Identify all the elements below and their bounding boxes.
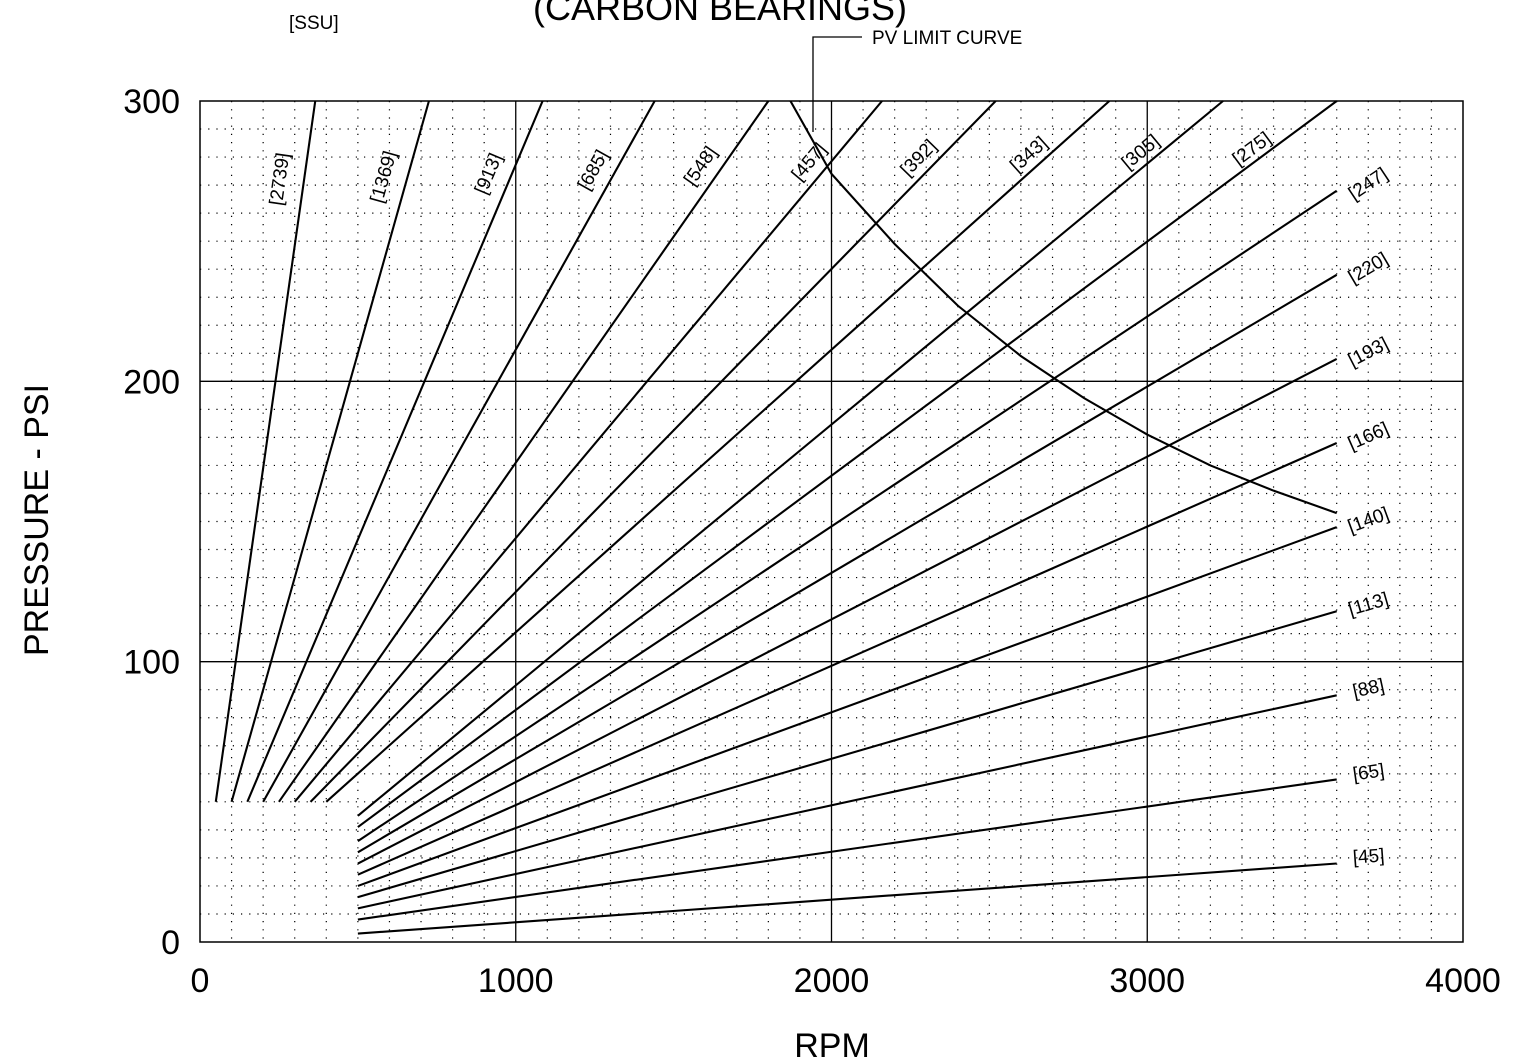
- viscosity-curve: [357, 862, 1337, 935]
- grid: [200, 101, 1463, 942]
- viscosity-curve: [357, 100, 1224, 817]
- viscosity-curve-label: [548]: [680, 143, 721, 190]
- viscosity-curve: [357, 526, 1338, 887]
- viscosity-curve-label: [65]: [1351, 760, 1385, 785]
- y-axis-title: PRESSURE - PSI: [18, 384, 56, 656]
- viscosity-curve-label: [140]: [1345, 504, 1392, 538]
- viscosity-curve: [357, 100, 1338, 828]
- viscosity-curve-label: [305]: [1118, 131, 1164, 174]
- x-tick-label: 0: [191, 962, 210, 1000]
- viscosity-curve: [262, 100, 656, 803]
- curve-labels: [2739] [1369] [913] [685] [548] [457] [392] [34…: [266, 128, 1392, 868]
- y-tick-label: 200: [123, 363, 180, 401]
- viscosity-curve: [214, 100, 317, 802]
- x-tick-label: 1000: [478, 962, 554, 1000]
- viscosity-curve: [357, 273, 1338, 854]
- viscosity-curve: [325, 100, 1111, 803]
- y-tick-label: 100: [123, 644, 180, 682]
- viscosity-curve-label: [166]: [1345, 418, 1392, 454]
- viscosity-curve-label: [343]: [1006, 133, 1051, 177]
- viscosity-curve: [293, 100, 883, 803]
- viscosity-curve: [230, 100, 430, 803]
- x-tick-label: 2000: [794, 962, 870, 1000]
- y-tick-label: 300: [123, 83, 180, 121]
- viscosity-curves: [214, 100, 1338, 935]
- viscosity-curve-label: [247]: [1345, 164, 1392, 205]
- viscosity-curve: [357, 694, 1337, 910]
- y-tick-label: 0: [161, 924, 180, 962]
- units-label: [SSU]: [289, 13, 339, 34]
- viscosity-curve-label: [113]: [1346, 589, 1391, 621]
- x-axis-ticks: 0 1000 2000 3000 4000: [191, 962, 1501, 1000]
- chart-title: (CARBON BEARINGS): [533, 0, 907, 28]
- pv-limit: PV LIMIT CURVE: [789, 28, 1338, 515]
- x-tick-label: 4000: [1425, 962, 1501, 1000]
- viscosity-curve: [309, 100, 997, 803]
- viscosity-curve: [357, 778, 1337, 921]
- viscosity-curve-label: [2739]: [266, 152, 294, 207]
- pv-limit-label: PV LIMIT CURVE: [872, 28, 1022, 49]
- viscosity-curve-label: [45]: [1352, 845, 1385, 868]
- x-tick-label: 3000: [1109, 962, 1185, 1000]
- viscosity-curve: [357, 610, 1337, 899]
- x-axis-title: RPM: [794, 1027, 870, 1061]
- viscosity-curve-label: [88]: [1351, 675, 1386, 702]
- pv-limit-curve: [789, 100, 1338, 515]
- viscosity-curve: [357, 189, 1338, 842]
- viscosity-curve-label: [392]: [897, 136, 942, 181]
- viscosity-curve: [246, 100, 544, 803]
- viscosity-curve-label: [913]: [471, 150, 507, 197]
- viscosity-curve-label: [1369]: [367, 149, 402, 206]
- y-axis-ticks: 0 100 200 300: [123, 83, 180, 962]
- pv-limit-leader-line: [812, 36, 862, 132]
- viscosity-curve: [357, 357, 1338, 865]
- plot-frame: [199, 100, 1464, 943]
- viscosity-curve: [357, 442, 1338, 876]
- viscosity-curve: [278, 100, 770, 803]
